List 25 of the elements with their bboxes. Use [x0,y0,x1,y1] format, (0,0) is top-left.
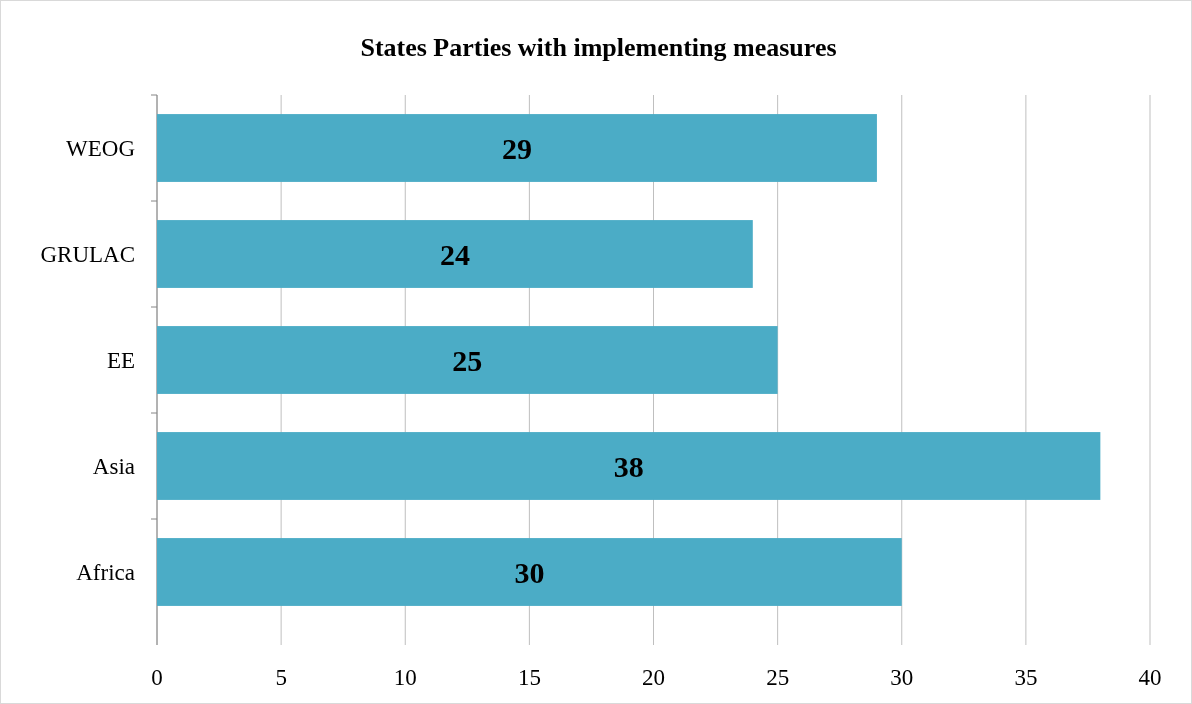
chart-title: States Parties with implementing measures [360,33,837,62]
x-tick-label: 0 [151,665,163,691]
bar [157,432,1101,500]
y-tick-label: WEOG [66,136,135,162]
x-tick-label: 40 [1138,665,1162,691]
x-tick-label: 15 [517,665,541,691]
y-tick-label: EE [106,348,135,374]
x-tick-label: 20 [642,665,665,691]
x-tick-label: 5 [275,665,287,691]
data-label: 38 [613,449,644,483]
bar [157,114,877,182]
data-label: 29 [501,131,532,165]
bar [157,326,778,394]
data-label: 25 [452,343,483,377]
x-tick-label: 25 [766,665,790,691]
data-label: 24 [439,237,470,271]
x-tick-label: 35 [1014,665,1038,691]
y-tick-label: Africa [76,560,135,586]
data-label: 30 [514,555,545,589]
x-tick-label: 10 [393,665,417,691]
x-tick-label: 30 [890,665,914,691]
y-tick-label: Asia [92,454,135,480]
y-tick-label: GRULAC [40,242,135,268]
bar [157,220,753,288]
bar [157,538,902,606]
